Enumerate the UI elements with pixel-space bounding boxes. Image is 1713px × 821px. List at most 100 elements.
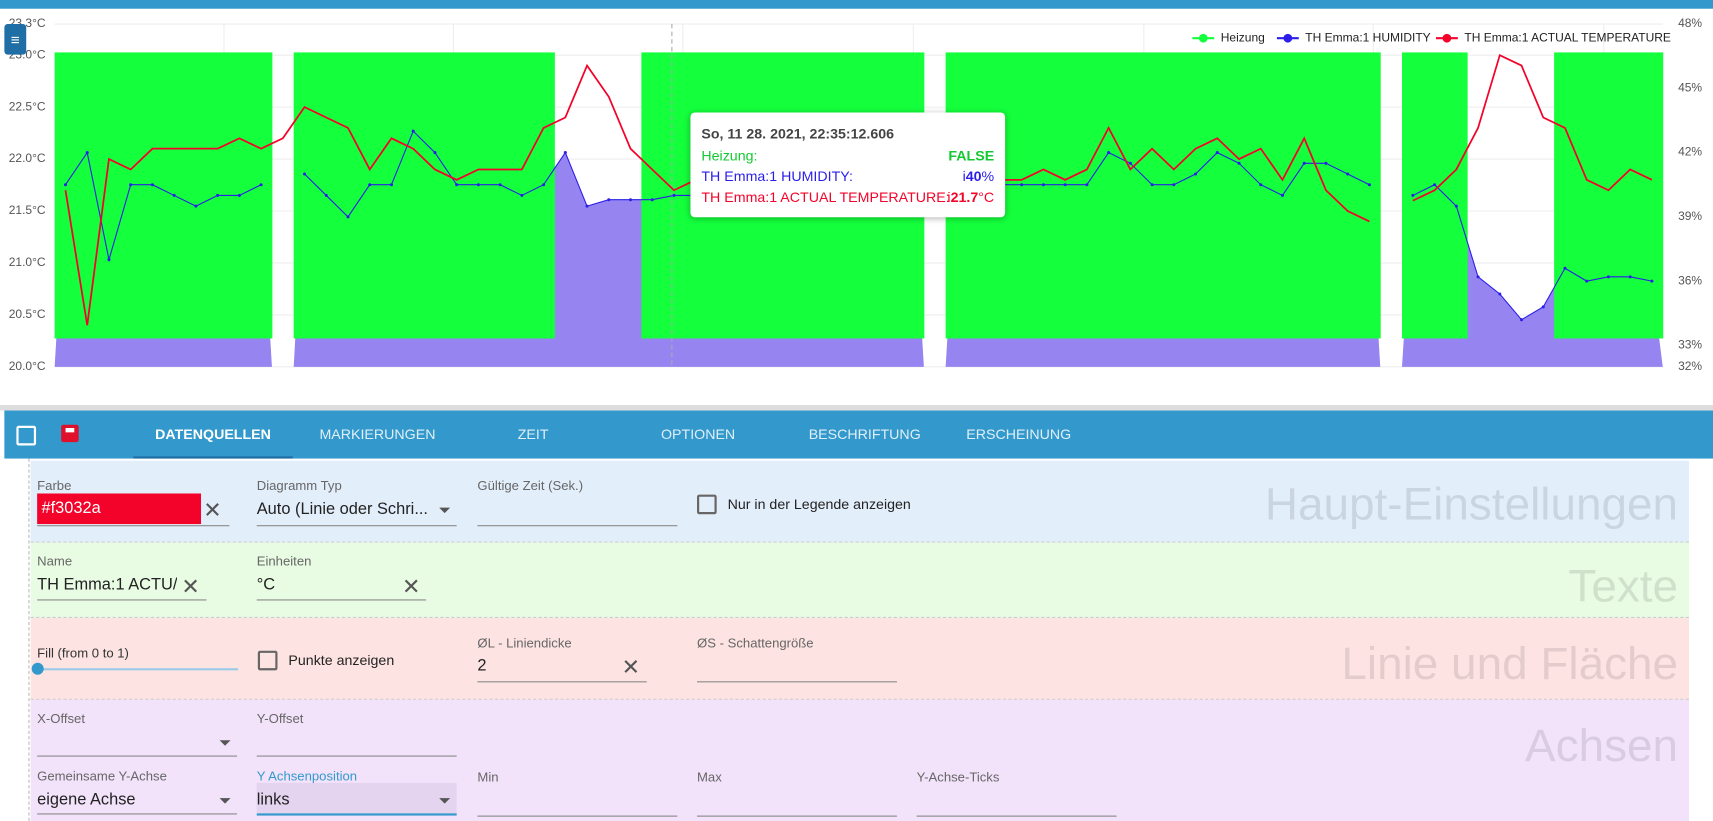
y2-tick-label: 45% bbox=[1678, 80, 1702, 94]
tooltip-value: FALSE bbox=[948, 147, 994, 163]
humidity-point bbox=[172, 193, 176, 197]
humidity-point bbox=[1041, 183, 1045, 187]
heizung-bar bbox=[1076, 52, 1099, 339]
tooltip-label: Heizung: bbox=[701, 147, 758, 164]
heizung-bar bbox=[98, 52, 121, 339]
heizung-bar bbox=[1162, 52, 1186, 339]
y-tick-label: 22.5°C bbox=[9, 99, 46, 113]
clear-button[interactable]: ✕ bbox=[203, 498, 222, 523]
caret bbox=[439, 798, 451, 804]
type-select[interactable]: Auto (Linie oder Schri... bbox=[256, 500, 428, 519]
heizung-bar bbox=[141, 52, 164, 339]
tooltip-prefix: i bbox=[962, 168, 966, 185]
heizung-bar bbox=[1315, 52, 1338, 339]
legend-marker bbox=[1283, 33, 1293, 43]
section-axes: Achsen X-Offset Y-Offset Gemeinsame Y-Ac… bbox=[30, 699, 1690, 821]
legend-label: TH Emma:1 ACTUAL TEMPERATURE bbox=[1464, 30, 1671, 44]
heizung-bar bbox=[185, 52, 208, 339]
label: Min bbox=[477, 769, 499, 786]
underline bbox=[256, 599, 427, 601]
tooltip-number: 40 bbox=[965, 168, 982, 185]
y2-tick-label: 42% bbox=[1678, 145, 1702, 159]
humidity-point bbox=[150, 183, 154, 187]
heizung-bar bbox=[1423, 52, 1446, 339]
clear-button[interactable]: ✕ bbox=[621, 656, 640, 681]
heizung-bar bbox=[424, 52, 447, 339]
humidity-point bbox=[1107, 151, 1111, 155]
units-input[interactable]: °C bbox=[256, 575, 276, 594]
label: ØL - Liniendicke bbox=[477, 635, 572, 651]
frame-edge bbox=[28, 458, 30, 821]
color-input[interactable]: #f3032a bbox=[37, 493, 202, 525]
tooltip-label: TH Emma:1 ACTUAL TEMPERATURE: bbox=[701, 188, 950, 206]
heizung-bar bbox=[1097, 52, 1120, 339]
heizung-bar bbox=[402, 52, 425, 339]
top-bar bbox=[0, 0, 1713, 9]
focus-highlight bbox=[256, 782, 457, 815]
heizung-bar bbox=[1054, 52, 1077, 339]
checkbox[interactable] bbox=[697, 494, 717, 515]
y-tick-label: 21.5°C bbox=[9, 203, 46, 217]
y2-tick-label: 33% bbox=[1678, 338, 1702, 352]
menu-button[interactable]: ≡ bbox=[4, 24, 27, 55]
separator bbox=[0, 405, 1713, 411]
tooltip: So, 11 28. 2021, 22:35:12.606 Heizung: FA… bbox=[690, 112, 1006, 218]
tooltip-number: FALSE bbox=[948, 147, 995, 164]
heading: Haupt-Einstellungen bbox=[1264, 478, 1679, 530]
humidity-point bbox=[1454, 204, 1458, 208]
y-tick-label: 21.0°C bbox=[9, 255, 46, 269]
name-input[interactable]: TH Emma:1 ACTU/ bbox=[37, 575, 177, 594]
heizung-bar bbox=[1228, 52, 1251, 339]
humidity-point bbox=[1433, 183, 1437, 187]
tab[interactable]: MARKIERUNGEN bbox=[319, 425, 436, 443]
section-line: Linie und Fläche Fill (from 0 to 1) Punk… bbox=[30, 617, 1690, 700]
tooltip-number: 21.7 bbox=[950, 188, 979, 206]
select-checkbox[interactable] bbox=[16, 425, 37, 446]
caret bbox=[219, 798, 231, 804]
tab[interactable]: OPTIONEN bbox=[661, 425, 736, 443]
humidity-point bbox=[368, 183, 372, 187]
humidity-point bbox=[1563, 266, 1567, 270]
heizung-bar bbox=[641, 52, 664, 339]
tab[interactable]: BESCHRIFTUNG bbox=[808, 425, 921, 443]
underline bbox=[916, 815, 1117, 817]
clear-button[interactable]: ✕ bbox=[402, 575, 421, 600]
clear-button[interactable]: ✕ bbox=[181, 575, 200, 600]
common-select[interactable]: eigene Achse bbox=[37, 790, 136, 810]
humidity-point bbox=[520, 193, 524, 197]
humidity-point bbox=[1302, 161, 1306, 165]
heizung-bar bbox=[1554, 52, 1577, 339]
heizung-bar bbox=[467, 52, 490, 339]
humidity-point bbox=[303, 172, 307, 176]
tab[interactable]: ERSCHEINUNG bbox=[966, 425, 1072, 443]
heizung-bar bbox=[1184, 52, 1207, 339]
tab[interactable]: DATENQUELLEN bbox=[133, 411, 293, 459]
width-input[interactable]: 2 bbox=[477, 656, 487, 675]
underline bbox=[697, 681, 897, 683]
tab[interactable]: ZEIT bbox=[517, 425, 549, 443]
tooltip-unit: °C bbox=[978, 188, 995, 206]
underline bbox=[477, 681, 647, 683]
checkbox[interactable] bbox=[257, 650, 278, 671]
y-tick-label: 22.0°C bbox=[9, 151, 46, 165]
slider-thumb[interactable] bbox=[31, 662, 44, 675]
humidity-point bbox=[433, 151, 437, 155]
position-select[interactable]: links bbox=[256, 790, 290, 810]
humidity-point bbox=[607, 198, 611, 202]
label: Diagramm Typ bbox=[256, 478, 342, 494]
tooltip-title: So, 11 28. 2021, 22:35:12.606 bbox=[701, 125, 895, 142]
y2-tick-label: 48% bbox=[1678, 16, 1702, 30]
humidity-point bbox=[1519, 318, 1524, 322]
save-button[interactable] bbox=[61, 424, 79, 443]
heizung-bar bbox=[1336, 52, 1359, 339]
humidity-point bbox=[1280, 193, 1285, 197]
heizung-bar bbox=[1141, 52, 1164, 339]
label: Name bbox=[37, 553, 73, 569]
heizung-bar bbox=[1249, 52, 1273, 339]
heizung-bar bbox=[445, 52, 468, 339]
slider-track[interactable] bbox=[37, 668, 239, 671]
humidity-point bbox=[1128, 161, 1132, 165]
humidity-point bbox=[1085, 183, 1089, 187]
tooltip-value: i21.7°C bbox=[947, 189, 994, 205]
